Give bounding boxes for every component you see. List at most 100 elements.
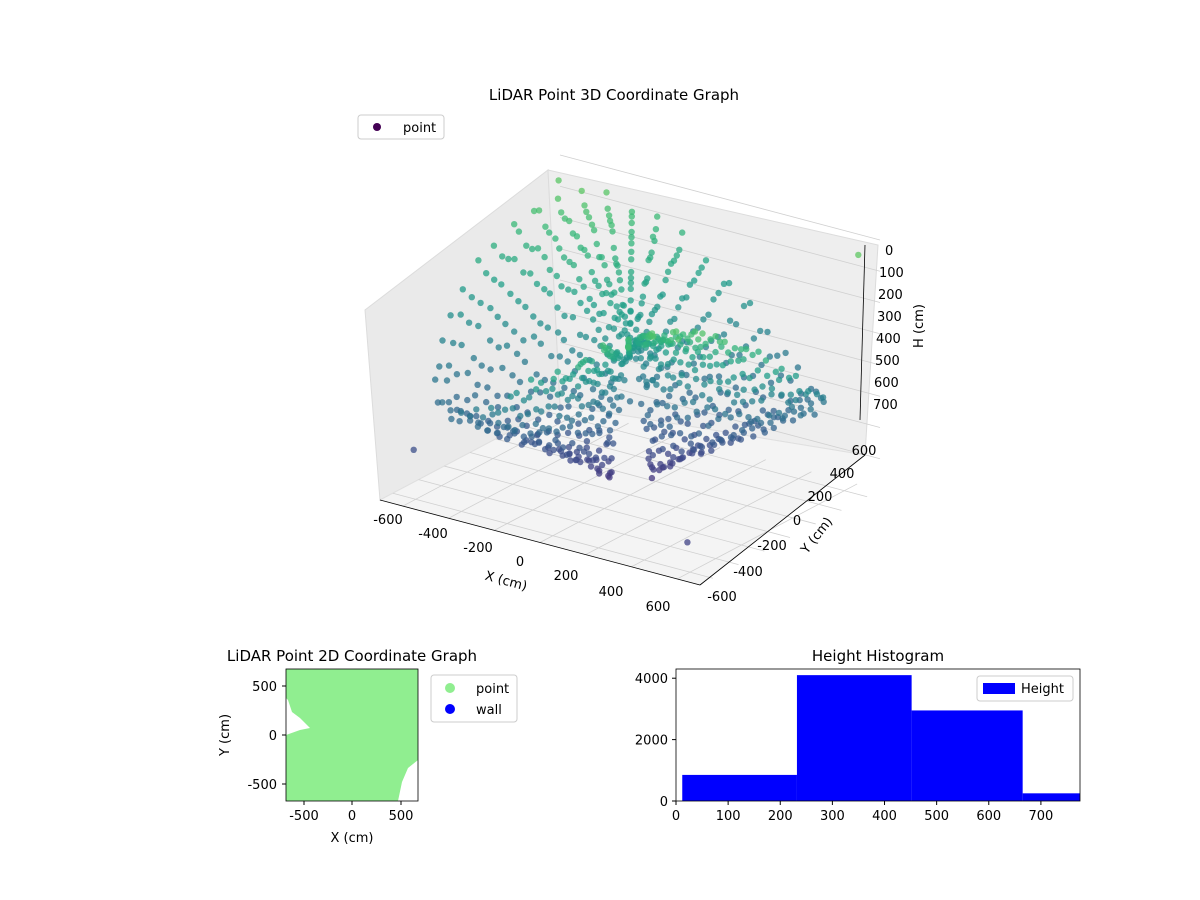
scatter-point — [678, 371, 685, 379]
scatter-point — [495, 409, 502, 416]
scatter-point — [458, 341, 465, 349]
scatter-point — [722, 410, 729, 418]
scatter-point — [789, 417, 797, 424]
scatter-point — [691, 277, 698, 284]
scatter-point — [627, 285, 634, 293]
y-tick-label: 0 — [269, 729, 277, 744]
scatter-point — [554, 391, 562, 398]
y-tick-label: 500 — [252, 680, 277, 695]
scatter-point — [567, 457, 574, 464]
scatter-point — [622, 320, 630, 327]
histogram-bar — [1022, 793, 1080, 801]
scatter-point — [445, 399, 453, 406]
scatter-point — [521, 358, 529, 365]
scatter-point — [527, 270, 534, 277]
x-tick-label: 0 — [672, 809, 680, 824]
scatter-point — [684, 420, 691, 427]
scatter-point — [593, 361, 600, 368]
scatter-point — [581, 202, 588, 209]
scatter-point — [667, 336, 675, 344]
scatter-point — [504, 417, 511, 424]
scatter-point — [576, 444, 583, 451]
scatter-point — [768, 391, 775, 398]
scatter-point — [687, 440, 694, 447]
scatter-point — [686, 281, 694, 288]
scatter-point — [599, 405, 606, 412]
scatter-point — [561, 215, 569, 222]
scatter-point — [453, 371, 461, 378]
scatter-point — [571, 288, 578, 295]
scatter-point — [618, 311, 625, 318]
scatter-point — [559, 452, 566, 459]
scatter-point — [509, 372, 516, 379]
scatter-point — [544, 324, 551, 331]
scatter-point — [602, 361, 609, 368]
scatter-point — [666, 392, 673, 400]
scatter-point — [560, 336, 568, 344]
scatter-point — [670, 454, 677, 461]
scatter-point — [732, 384, 739, 391]
scatter-point — [582, 430, 589, 437]
scatter-point — [499, 253, 506, 260]
scatter-point — [649, 437, 656, 444]
scatter-point — [699, 361, 707, 368]
scatter-point — [684, 414, 691, 421]
scatter-point — [610, 402, 617, 409]
scatter-point — [698, 449, 705, 456]
scatter-point — [554, 195, 562, 202]
scatter-point — [688, 433, 695, 440]
scatter-point — [685, 361, 692, 368]
scatter-point — [807, 400, 815, 407]
scatter-point — [601, 454, 608, 462]
x-tick-label: 0 — [348, 809, 356, 824]
scatter-point — [692, 344, 699, 351]
scatter-point — [614, 394, 621, 401]
scatter-point — [644, 412, 651, 419]
scatter-point — [566, 423, 574, 430]
scatter-point — [648, 249, 655, 256]
scatter-point — [722, 429, 729, 436]
scatter-point — [691, 366, 699, 374]
scatter2d-y-label: Y (cm) — [218, 714, 233, 757]
scatter-point — [766, 412, 773, 419]
scatter-point — [732, 321, 740, 328]
histogram-y-ticks: 0 2000 4000 — [635, 672, 676, 810]
scatter-point — [715, 289, 722, 297]
x-tick-label: -200 — [463, 541, 493, 556]
scatter-point — [590, 301, 598, 309]
scatter-point — [606, 434, 613, 441]
scatter-point — [574, 429, 582, 436]
grid-line — [559, 185, 881, 272]
scatter-point — [647, 420, 654, 428]
legend-marker-point — [373, 123, 381, 131]
scatter-point — [697, 442, 704, 450]
grid-line — [469, 452, 791, 538]
scatter-point — [649, 452, 656, 459]
scatter-point — [606, 427, 614, 434]
scatter-point — [569, 230, 577, 237]
scatter-point — [515, 298, 522, 305]
scatter-point — [436, 363, 443, 370]
y-tick-label: 2000 — [635, 734, 668, 749]
scatter-point — [665, 415, 672, 423]
scatter-point — [618, 360, 625, 368]
scatter-point — [731, 345, 739, 352]
scatter-point — [610, 244, 617, 252]
scatter-point — [679, 229, 686, 236]
scatter-point — [688, 331, 695, 338]
scatter-point — [470, 354, 477, 362]
scatter-point — [759, 383, 766, 390]
scatter-point — [706, 362, 714, 370]
scatter-point — [507, 393, 514, 400]
scatter-point — [511, 426, 518, 434]
y-tick-label: 4000 — [635, 672, 668, 687]
scatter-point — [487, 304, 494, 312]
scatter-point — [499, 364, 506, 372]
scatter-point — [489, 411, 496, 418]
y-tick-label: 400 — [830, 467, 855, 482]
scatter-point — [553, 272, 560, 280]
scatter-point — [730, 399, 738, 406]
scatter-point — [578, 403, 586, 410]
scatter-point — [484, 384, 491, 391]
scatter-point — [724, 389, 732, 396]
